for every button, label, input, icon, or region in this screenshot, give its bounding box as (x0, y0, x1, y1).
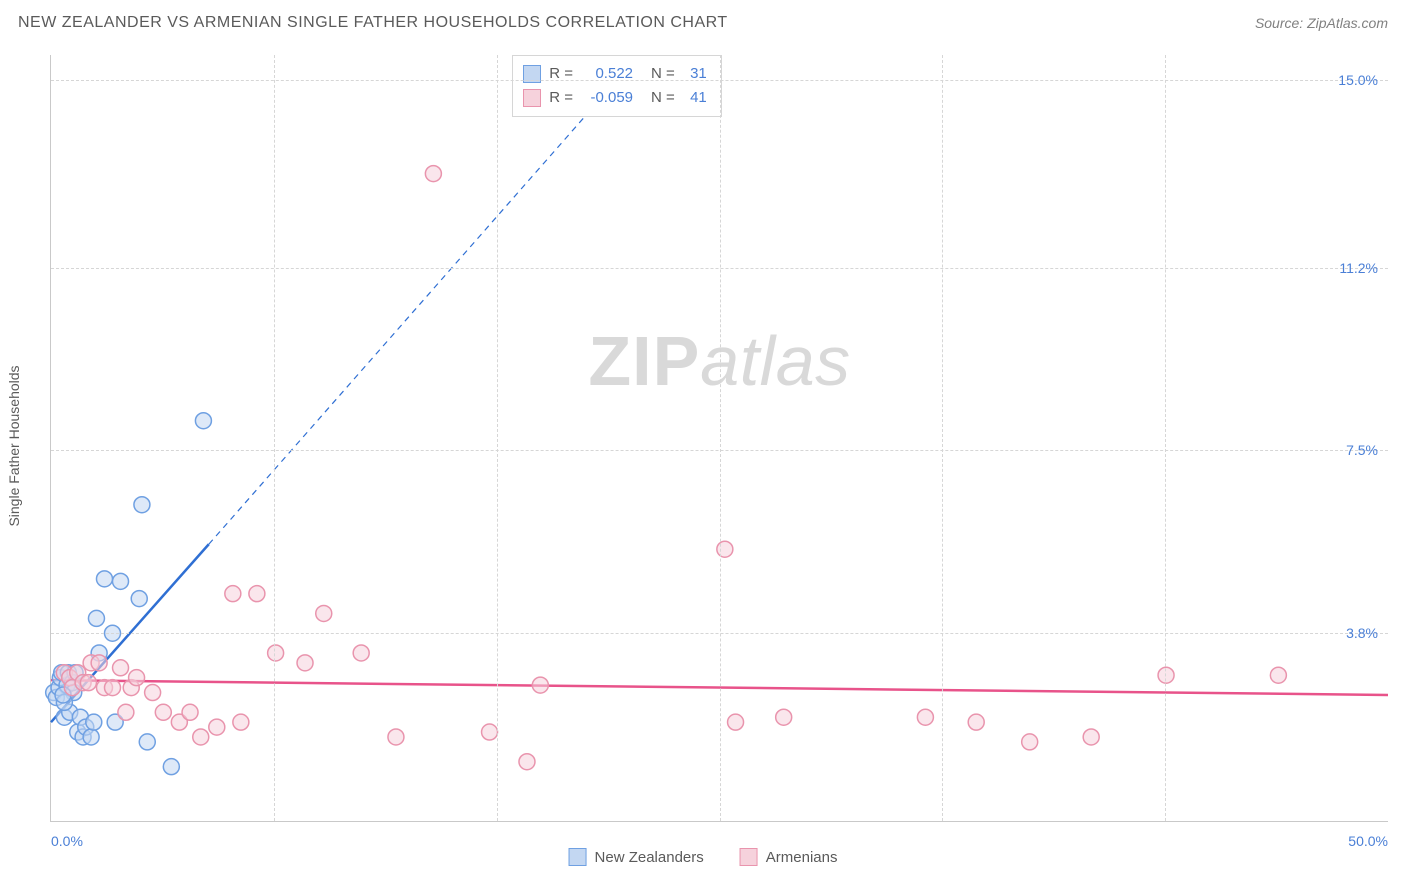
gridline-v (720, 55, 721, 821)
scatter-point (917, 709, 933, 725)
scatter-point (225, 586, 241, 602)
stat-r-val-1: -0.059 (581, 86, 633, 110)
legend-label-1: Armenians (766, 849, 838, 866)
scatter-point (233, 714, 249, 730)
stat-r-label-0: R = (549, 62, 573, 86)
chart-title: NEW ZEALANDER VS ARMENIAN SINGLE FATHER … (18, 14, 728, 32)
gridline-v (497, 55, 498, 821)
scatter-point (482, 724, 498, 740)
scatter-point (776, 709, 792, 725)
scatter-point (131, 591, 147, 607)
scatter-point (105, 680, 121, 696)
source-label: Source: ZipAtlas.com (1255, 15, 1388, 31)
stats-box: R = 0.522 N = 31 R = -0.059 N = 41 (512, 55, 722, 117)
scatter-point (268, 645, 284, 661)
stat-n-val-0: 31 (683, 62, 707, 86)
scatter-point (145, 685, 161, 701)
scatter-point (1022, 734, 1038, 750)
scatter-point (118, 704, 134, 720)
scatter-point (195, 413, 211, 429)
scatter-point (532, 677, 548, 693)
scatter-point (249, 586, 265, 602)
gridline-v (274, 55, 275, 821)
gridline-v (1165, 55, 1166, 821)
scatter-point (91, 655, 107, 671)
scatter-point (519, 754, 535, 770)
stat-r-label-1: R = (549, 86, 573, 110)
ytick-label: 3.8% (1346, 625, 1378, 641)
scatter-point (182, 704, 198, 720)
legend-label-0: New Zealanders (595, 849, 704, 866)
stats-row-0: R = 0.522 N = 31 (523, 62, 707, 86)
scatter-point (297, 655, 313, 671)
ytick-label: 7.5% (1346, 442, 1378, 458)
trend-line-dashed (209, 70, 626, 544)
scatter-point (86, 714, 102, 730)
scatter-point (163, 759, 179, 775)
scatter-point (1083, 729, 1099, 745)
ytick-label: 11.2% (1339, 260, 1378, 276)
ytick-label: 15.0% (1338, 72, 1378, 88)
legend-swatch-1 (740, 848, 758, 866)
scatter-point (968, 714, 984, 730)
plot-area: ZIPatlas R = 0.522 N = 31 R = -0.059 N =… (50, 55, 1388, 822)
scatter-point (728, 714, 744, 730)
stat-r-val-0: 0.522 (581, 62, 633, 86)
scatter-point (155, 704, 171, 720)
gridline-v (942, 55, 943, 821)
scatter-point (139, 734, 155, 750)
legend-item-1: Armenians (740, 848, 838, 866)
xtick-label: 0.0% (51, 833, 83, 849)
scatter-point (134, 497, 150, 513)
scatter-point (129, 670, 145, 686)
stats-swatch-1 (523, 89, 541, 107)
scatter-point (88, 610, 104, 626)
stats-row-1: R = -0.059 N = 41 (523, 86, 707, 110)
stat-n-val-1: 41 (683, 86, 707, 110)
scatter-point (388, 729, 404, 745)
xtick-label: 50.0% (1348, 833, 1388, 849)
scatter-point (113, 660, 129, 676)
scatter-point (193, 729, 209, 745)
scatter-point (316, 605, 332, 621)
y-axis-title: Single Father Households (6, 365, 22, 526)
scatter-point (209, 719, 225, 735)
scatter-point (353, 645, 369, 661)
scatter-point (80, 675, 96, 691)
legend-item-0: New Zealanders (569, 848, 704, 866)
scatter-point (1270, 667, 1286, 683)
stat-n-label-1: N = (651, 86, 675, 110)
bottom-legend: New Zealanders Armenians (569, 848, 838, 866)
stat-n-label-0: N = (651, 62, 675, 86)
scatter-point (83, 729, 99, 745)
scatter-point (96, 571, 112, 587)
scatter-point (425, 166, 441, 182)
scatter-point (113, 573, 129, 589)
legend-swatch-0 (569, 848, 587, 866)
